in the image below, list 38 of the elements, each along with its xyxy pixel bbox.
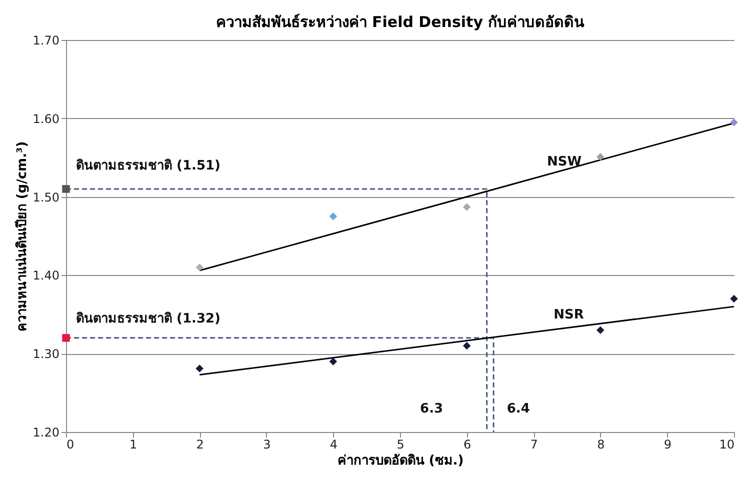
annotation: NSW [546, 154, 582, 170]
x-tick-label: 5 [396, 438, 404, 452]
annotation: ดินตามธรรมชาติ (1.51) [76, 158, 221, 174]
point [462, 203, 471, 211]
point [462, 342, 471, 350]
x-tick-label: 0 [66, 438, 74, 452]
y-tick-label: 1.40 [32, 268, 60, 283]
chart-title: ความสัมพันธ์ระหว่างค่า Field Density กับค่าบดอัดดิน [216, 13, 586, 31]
annotation: 6.3 [420, 401, 444, 416]
x-tick-label: 9 [664, 438, 672, 452]
x-tick-label: 1 [129, 438, 138, 452]
x-tick-label: 3 [263, 438, 271, 452]
point [196, 364, 204, 372]
annotation: NSR [554, 307, 584, 322]
x-tick-label: 6 [463, 438, 472, 452]
point [596, 326, 604, 334]
annotation: ดินตามธรรมชาติ (1.32) [76, 311, 221, 326]
x-tick-label: 2 [196, 438, 204, 452]
y-tick-label: 1.60 [32, 112, 60, 126]
point [62, 334, 70, 342]
y-axis-title: ความหนาแน่นดินเปียก (g/cm.³) [14, 141, 30, 332]
point [62, 185, 70, 193]
point [196, 263, 204, 272]
x-axis-title: ค่าการบดอัดดิน (ซม.) [337, 454, 464, 468]
point [596, 152, 604, 161]
point [730, 294, 738, 303]
y-tick-label: 1.70 [32, 34, 60, 48]
y-tick-label: 1.30 [32, 347, 60, 362]
y-tick-label: 1.20 [32, 426, 60, 440]
x-tick-label: 4 [330, 438, 338, 452]
point [730, 118, 738, 126]
y-tick-label: 1.50 [32, 190, 60, 204]
x-tick-label: 10 [719, 438, 734, 452]
point [329, 358, 338, 366]
annotation: 6.4 [506, 401, 530, 416]
point [329, 212, 338, 220]
x-tick-label: 8 [597, 438, 605, 452]
x-tick-label: 7 [530, 438, 538, 452]
